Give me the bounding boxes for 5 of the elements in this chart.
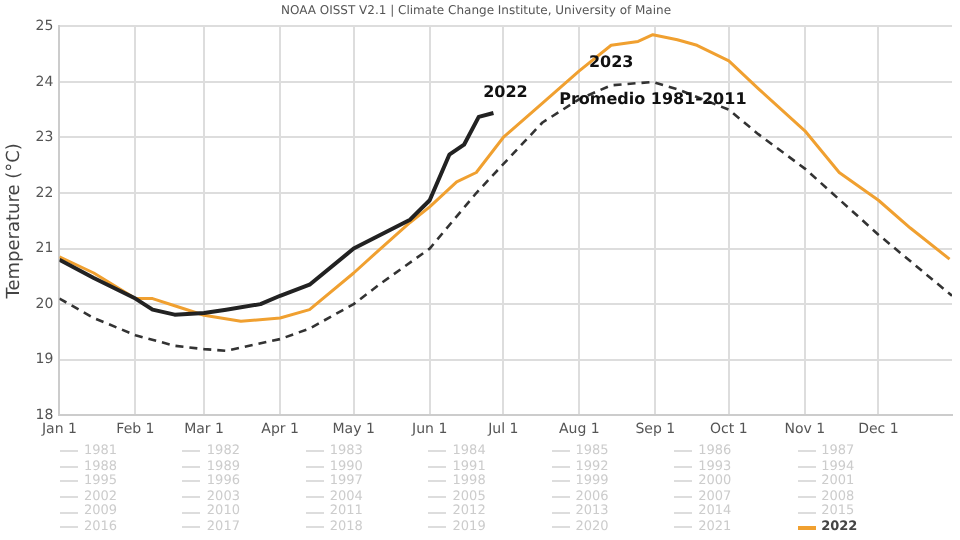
y-axis-title: Temperature (°C) <box>5 143 26 301</box>
annotation: 2023 <box>588 53 634 72</box>
annotation: Promedio 1981-2011 <box>559 90 748 109</box>
line-series <box>59 80 952 353</box>
annotation: 2022 <box>483 83 528 102</box>
